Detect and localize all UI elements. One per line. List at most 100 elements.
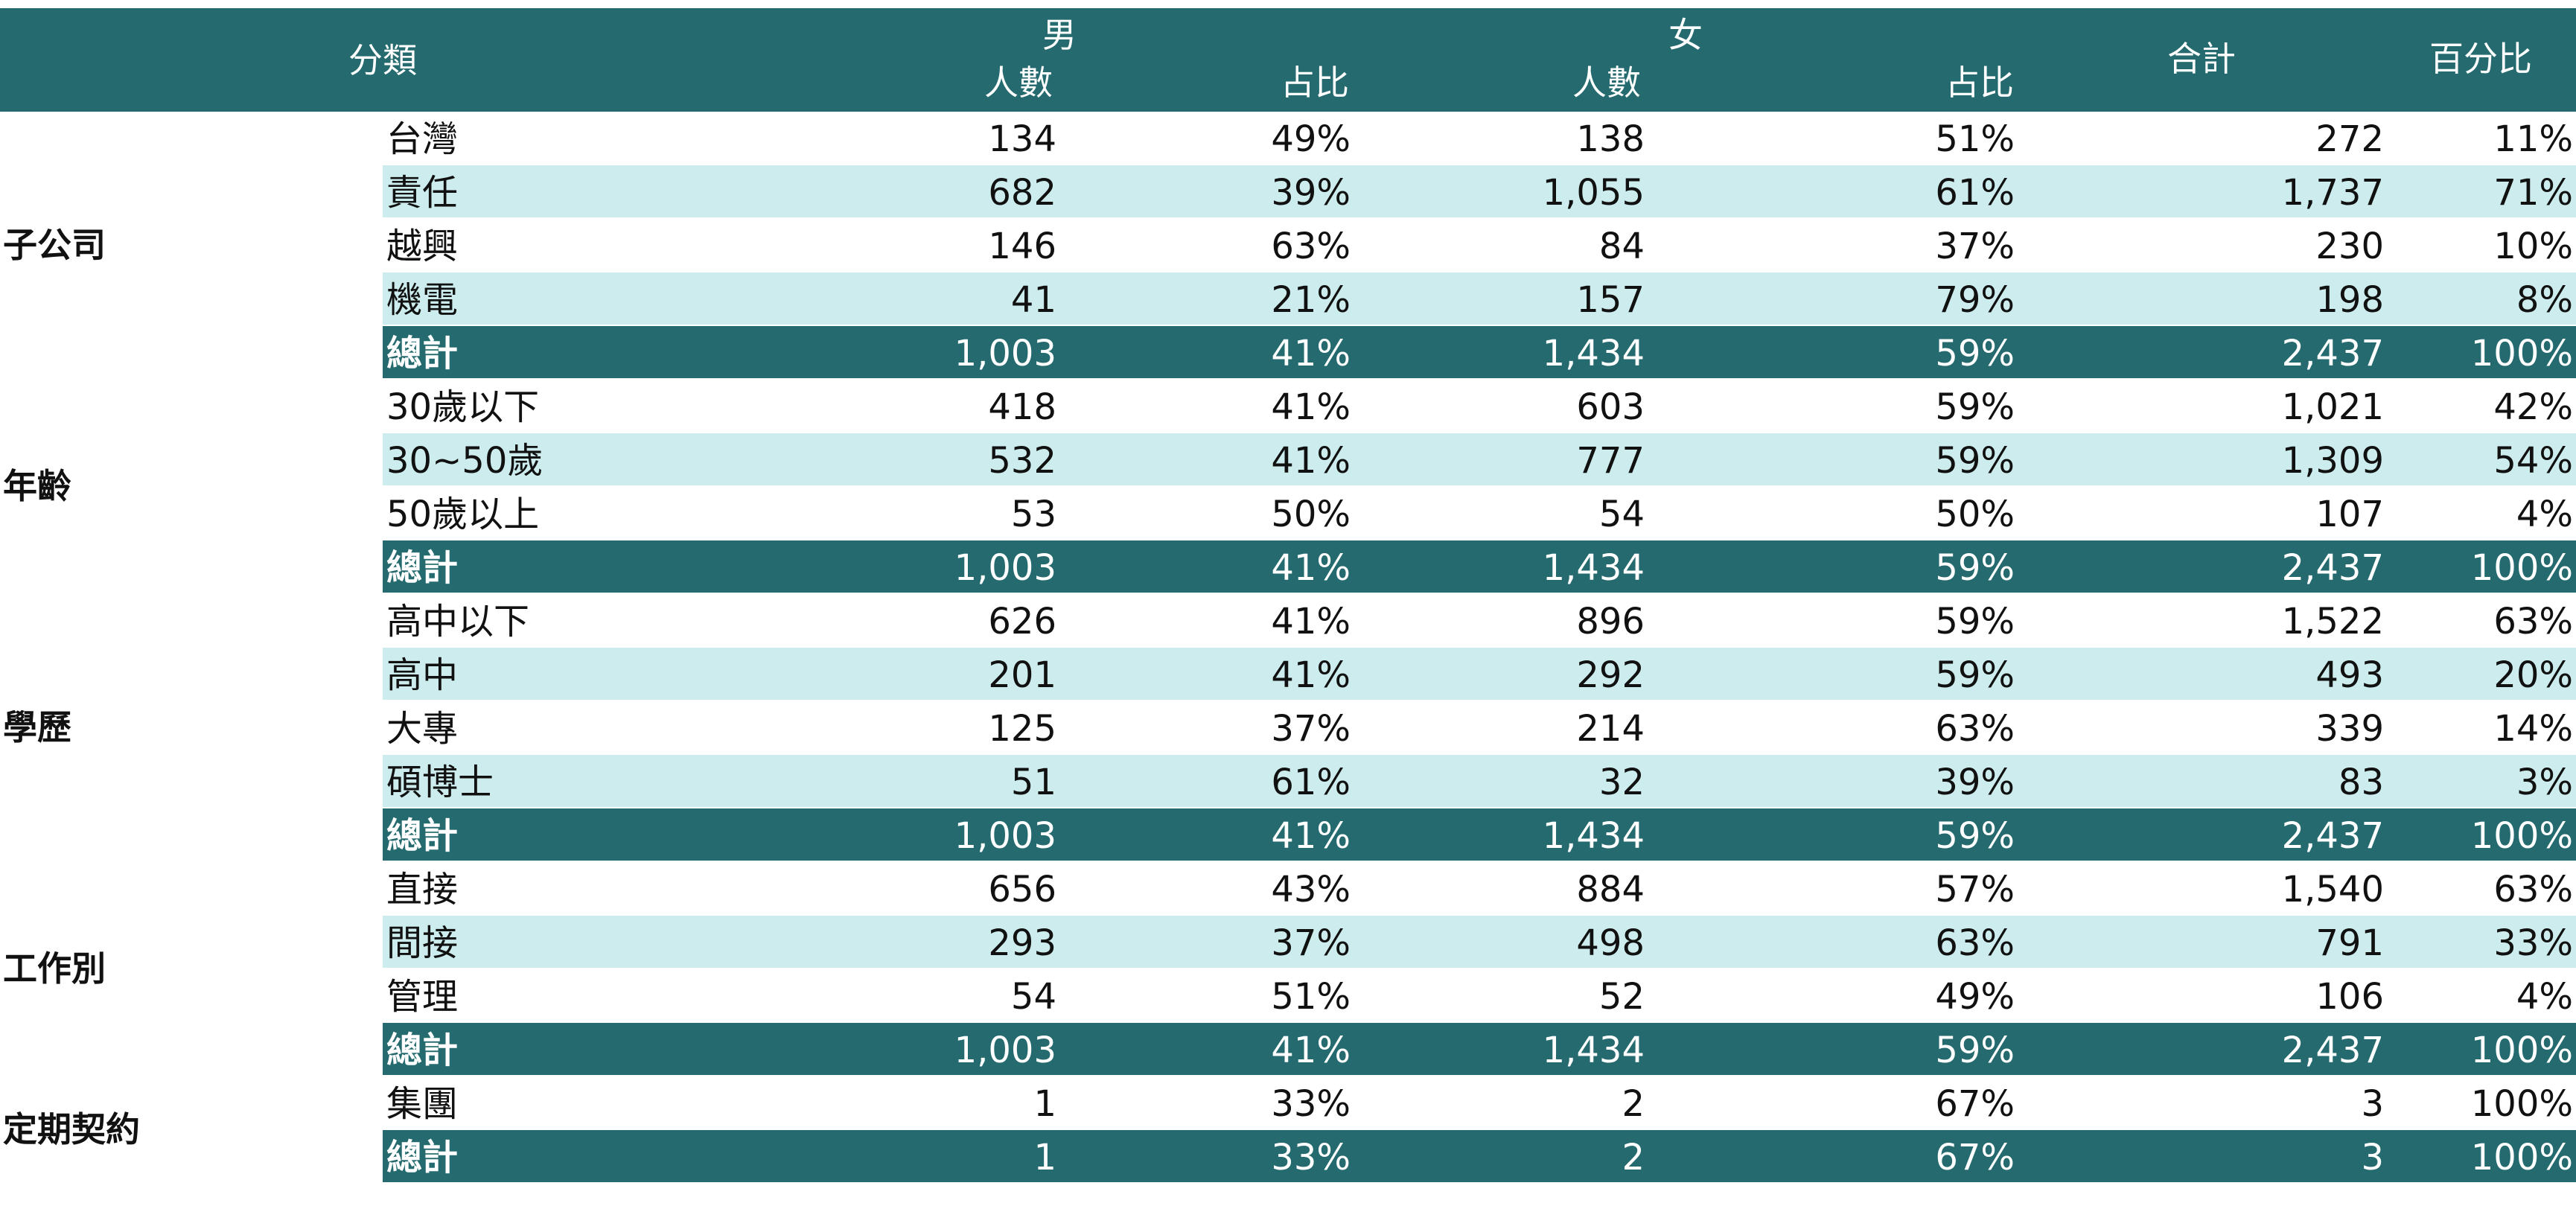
male-ratio-cell: 41% [1271,333,1351,374]
total-cell: 3 [2361,1137,2384,1178]
percent-cell: 8% [2516,279,2573,321]
percent-cell: 100% [2470,1137,2573,1178]
female-count-cell: 32 [1598,762,1645,803]
female-count-cell: 603 [1576,386,1645,428]
female-count-cell: 157 [1576,279,1645,321]
row-band [383,862,2576,914]
female-ratio-cell: 63% [1935,708,2015,750]
female-count-cell: 292 [1576,654,1645,696]
header-band [0,8,2576,112]
female-count-cell: 84 [1598,226,1645,267]
row-band [383,380,2576,432]
percent-cell: 20% [2493,654,2573,696]
total-cell: 1,309 [2281,440,2384,482]
row-band [383,272,2576,325]
group-label: 子公司 [3,225,106,265]
row-band [383,648,2576,700]
male-ratio-cell: 37% [1271,922,1351,964]
female-count-cell: 1,055 [1542,172,1645,214]
male-ratio-cell: 41% [1271,386,1351,428]
total-cell: 230 [2315,226,2384,267]
male-count-cell: 626 [988,601,1056,642]
male-count-cell: 201 [988,654,1056,696]
female-ratio-cell: 57% [1935,869,2015,910]
male-ratio-cell: 41% [1271,1030,1351,1071]
percent-cell: 14% [2493,708,2573,750]
row-label: 機電 [386,279,459,321]
row-label: 30~50歲 [386,440,543,482]
male-count-cell: 418 [988,386,1056,428]
female-count-cell: 2 [1622,1083,1645,1125]
percent-cell: 54% [2493,440,2573,482]
female-ratio-cell: 39% [1935,762,2015,803]
female-ratio-cell: 50% [1935,494,2015,535]
male-count-cell: 1,003 [954,815,1056,857]
female-count-cell: 138 [1576,118,1645,160]
row-band [383,487,2576,539]
group-label: 學歷 [3,707,71,747]
row-label: 責任 [386,172,459,214]
male-ratio-cell: 51% [1271,976,1351,1018]
total-cell: 2,437 [2281,815,2384,857]
header-female-count: 人數 [1572,63,1641,103]
male-count-cell: 54 [1010,976,1056,1018]
percent-cell: 100% [2470,1083,2573,1125]
male-ratio-cell: 63% [1271,226,1351,267]
header-female-ratio: 占比 [1945,63,2014,103]
row-band [383,1023,2576,1075]
male-ratio-cell: 33% [1271,1137,1351,1178]
percent-cell: 71% [2493,172,2573,214]
female-ratio-cell: 59% [1935,815,2015,857]
total-cell: 107 [2315,494,2384,535]
row-band [383,755,2576,807]
male-count-cell: 1 [1033,1083,1056,1125]
row-label: 管理 [386,976,459,1018]
row-band [383,540,2576,593]
total-cell: 1,737 [2281,172,2384,214]
group-label: 定期契約 [3,1109,140,1149]
group-label: 年齡 [3,466,71,506]
total-cell: 198 [2315,279,2384,321]
row-label: 50歲以上 [386,494,540,535]
total-cell: 106 [2315,976,2384,1018]
female-count-cell: 54 [1598,494,1645,535]
male-count-cell: 293 [988,922,1056,964]
male-ratio-cell: 41% [1271,654,1351,696]
male-ratio-cell: 41% [1271,601,1351,642]
male-count-cell: 682 [988,172,1056,214]
male-count-cell: 1,003 [954,1030,1056,1071]
male-count-cell: 53 [1010,494,1056,535]
male-count-cell: 656 [988,869,1056,910]
row-band [383,969,2576,1021]
male-ratio-cell: 61% [1271,762,1351,803]
male-count-cell: 146 [988,226,1056,267]
female-count-cell: 52 [1598,976,1645,1018]
female-count-cell: 1,434 [1542,547,1645,589]
row-label: 高中以下 [386,601,530,642]
row-label: 總計 [386,1137,459,1178]
header-total: 合計 [2167,39,2236,79]
female-ratio-cell: 59% [1935,654,2015,696]
total-cell: 2,437 [2281,333,2384,374]
total-cell: 2,437 [2281,1030,2384,1071]
header-category: 分類 [348,40,417,80]
percent-cell: 3% [2516,762,2573,803]
male-ratio-cell: 41% [1271,815,1351,857]
header-male-count: 人數 [984,63,1053,103]
percent-cell: 33% [2493,922,2573,964]
male-count-cell: 134 [988,118,1056,160]
row-label: 高中 [386,654,459,696]
total-cell: 493 [2315,654,2384,696]
male-count-cell: 51 [1010,762,1056,803]
female-count-cell: 777 [1576,440,1645,482]
total-cell: 1,540 [2281,869,2384,910]
percent-cell: 100% [2470,547,2573,589]
header-female: 女 [1668,15,1703,55]
header-male: 男 [1042,15,1077,55]
female-ratio-cell: 67% [1935,1137,2015,1178]
row-label: 間接 [386,922,459,964]
male-count-cell: 1 [1033,1137,1056,1178]
male-ratio-cell: 21% [1271,279,1351,321]
percent-cell: 4% [2516,976,2573,1018]
